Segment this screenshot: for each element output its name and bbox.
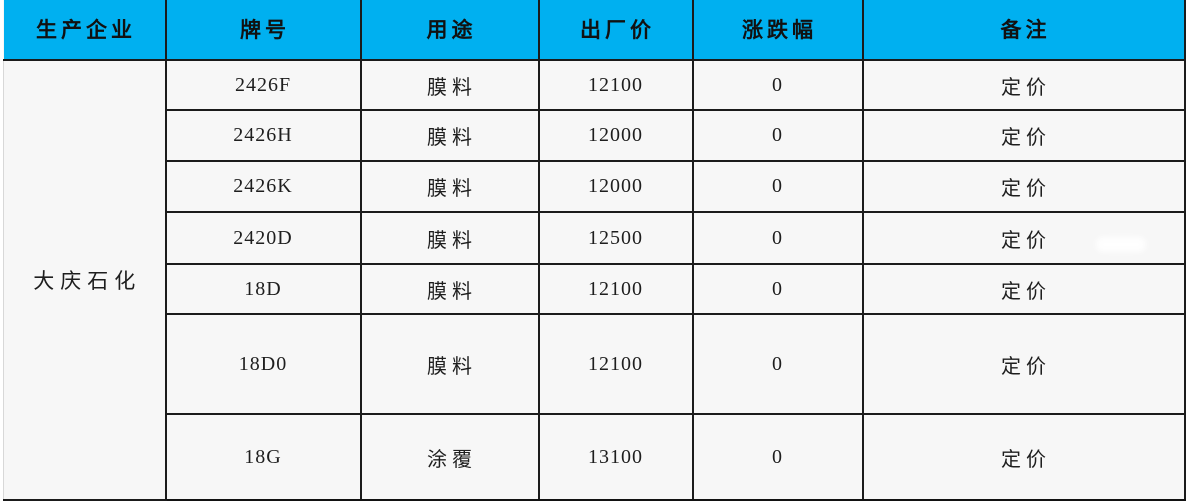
header-cell-note: 备注 <box>861 0 1186 61</box>
grade-cell: 2426H <box>164 109 362 162</box>
price-cell: 12000 <box>537 109 694 162</box>
grade-cell: 18D0 <box>164 313 362 416</box>
use-cell: 膜料 <box>359 159 540 214</box>
table-row: 2426K 膜料 12000 0 定价 <box>4 159 1186 214</box>
grade-cell: 18G <box>164 413 362 501</box>
use-cell: 膜料 <box>359 211 540 265</box>
header-cell-producer: 生产企业 <box>3 0 167 61</box>
price-table: 生产企业 牌号 用途 出厂价 涨跌幅 备注 大庆石化 2426F 膜料 1210… <box>3 0 1186 501</box>
note-cell: 定价 <box>861 58 1186 112</box>
note-cell: 定价 <box>861 262 1186 316</box>
change-cell: 0 <box>691 58 864 112</box>
header-row: 生产企业 牌号 用途 出厂价 涨跌幅 备注 <box>3 0 1186 61</box>
grade-cell: 18D <box>164 262 362 316</box>
table-row: 18D0 膜料 12100 0 定价 <box>4 313 1186 416</box>
change-cell: 0 <box>691 413 864 501</box>
table-row: 18G 涂覆 13100 0 定价 <box>4 413 1186 501</box>
grade-cell: 2426F <box>164 58 362 112</box>
note-cell: 定价 <box>861 413 1186 501</box>
producer-cell: 大庆石化 <box>3 58 167 501</box>
price-cell: 12000 <box>537 159 694 214</box>
price-cell: 12500 <box>537 211 694 265</box>
use-cell: 膜料 <box>359 109 540 162</box>
header-cell-use: 用途 <box>359 0 540 61</box>
header-cell-grade: 牌号 <box>164 0 362 61</box>
price-cell: 12100 <box>537 262 694 316</box>
use-cell: 涂覆 <box>359 413 540 501</box>
table-row: 2420D 膜料 12500 0 定价 <box>4 211 1186 265</box>
grade-cell: 2420D <box>164 211 362 265</box>
note-cell: 定价 <box>861 211 1186 265</box>
note-cell: 定价 <box>861 313 1186 416</box>
note-cell: 定价 <box>861 159 1186 214</box>
change-cell: 0 <box>691 211 864 265</box>
grade-cell: 2426K <box>164 159 362 214</box>
header-cell-price: 出厂价 <box>537 0 694 61</box>
use-cell: 膜料 <box>359 262 540 316</box>
use-cell: 膜料 <box>359 58 540 112</box>
price-cell: 13100 <box>537 413 694 501</box>
change-cell: 0 <box>691 262 864 316</box>
table-row: 18D 膜料 12100 0 定价 <box>4 262 1186 316</box>
table-row: 大庆石化 2426F 膜料 12100 0 定价 <box>3 58 1186 501</box>
change-cell: 0 <box>691 159 864 214</box>
change-cell: 0 <box>691 313 864 416</box>
price-cell: 12100 <box>537 58 694 112</box>
change-cell: 0 <box>691 109 864 162</box>
price-cell: 12100 <box>537 313 694 416</box>
note-cell: 定价 <box>861 109 1186 162</box>
table-row: 2426H 膜料 12000 0 定价 <box>4 109 1186 162</box>
use-cell: 膜料 <box>359 313 540 416</box>
header-cell-change: 涨跌幅 <box>691 0 864 61</box>
